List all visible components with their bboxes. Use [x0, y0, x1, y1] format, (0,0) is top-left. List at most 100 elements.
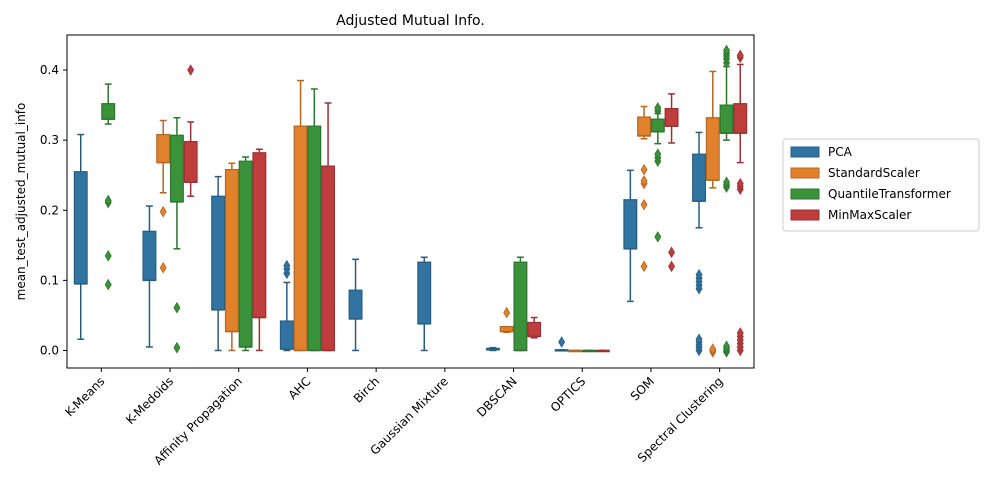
legend-swatch	[790, 188, 820, 200]
outlier-point	[283, 259, 291, 272]
outlier-point	[104, 194, 112, 207]
box-PCA-DBSCAN	[485, 346, 500, 352]
y-tick-label: 0.3	[40, 133, 59, 147]
box-PCA-Spectral Clustering	[692, 131, 707, 357]
x-tick-label: K-Means	[62, 374, 107, 419]
legend-entry-label: MinMaxScaler	[828, 208, 911, 222]
box-MinMaxScaler-Affinity Propagation	[252, 148, 267, 352]
x-tick-label: OPTICS	[548, 374, 589, 415]
legend-entry-label: StandardScaler	[828, 166, 920, 180]
box-body	[623, 199, 638, 250]
box-MinMaxScaler-AHC	[321, 102, 336, 352]
legend-swatch	[790, 146, 820, 158]
chart-title: Adjusted Mutual Info.	[336, 13, 485, 29]
box-MinMaxScaler-K-Medoids	[183, 64, 198, 197]
box-body	[321, 165, 336, 352]
box-QuantileTransformer-OPTICS	[582, 349, 597, 353]
outlier-point	[558, 336, 566, 348]
outlier-point	[654, 102, 662, 114]
box-PCA-OPTICS	[554, 336, 569, 352]
box-body	[73, 171, 88, 285]
box-StandardScaler-K-Medoids	[156, 119, 171, 274]
box-body	[664, 108, 679, 127]
box-body	[719, 104, 734, 134]
box-PCA-Affinity Propagation	[211, 175, 226, 352]
x-tick-label: DBSCAN	[474, 374, 520, 420]
outlier-point	[173, 341, 181, 354]
box-body	[238, 160, 253, 348]
outlier-point	[159, 205, 167, 218]
outlier-point	[709, 343, 717, 355]
box-QuantileTransformer-SOM	[650, 102, 665, 243]
box-MinMaxScaler-SOM	[664, 93, 679, 273]
box-body	[279, 320, 294, 350]
box-QuantileTransformer-DBSCAN	[513, 256, 528, 352]
box-PCA-K-Medoids	[142, 205, 157, 348]
y-tick-label: 0.1	[40, 273, 59, 287]
box-MinMaxScaler-DBSCAN	[527, 316, 542, 339]
outlier-point	[173, 301, 181, 314]
y-tick-label: 0.2	[40, 203, 59, 217]
box-body	[169, 134, 184, 203]
box-body	[183, 140, 198, 183]
legend-swatch	[790, 209, 820, 221]
box-body	[705, 117, 720, 181]
box-MinMaxScaler-Spectral Clustering	[733, 49, 748, 357]
box-PCA-Gaussian Mixture	[417, 256, 432, 352]
box-body	[513, 261, 528, 352]
outlier-point	[736, 177, 744, 190]
plot-area: 0.00.10.20.30.4K-Means K-MedoidsAffinity …	[40, 34, 755, 468]
box-StandardScaler-DBSCAN	[499, 306, 514, 333]
legend-box	[782, 138, 980, 232]
legend-entry-label: QuantileTransformer	[828, 187, 951, 201]
box-body	[307, 125, 322, 352]
outlier-point	[723, 176, 730, 188]
outlier-point	[736, 327, 744, 339]
outlier-point	[104, 278, 112, 291]
outlier-point	[736, 49, 744, 62]
box-body	[733, 103, 748, 134]
x-tick-label: Gaussian Mixture	[368, 374, 451, 457]
box-StandardScaler-OPTICS	[568, 349, 583, 353]
y-tick-label: 0.0	[40, 343, 59, 357]
outlier-point	[695, 333, 703, 346]
outlier-point	[723, 340, 730, 353]
legend-entry-label: PCA	[828, 145, 853, 159]
box-QuantileTransformer-K-Medoids	[169, 116, 184, 354]
x-tick-label: AHC	[286, 374, 314, 402]
box-QuantileTransformer-K-Means	[101, 83, 116, 291]
legend: PCA StandardScaler QuantileTransformer MinM…	[782, 138, 980, 232]
box-body	[637, 116, 652, 137]
outlier-point	[640, 260, 648, 273]
box-body	[348, 289, 363, 320]
box-StandardScaler-Spectral Clustering	[705, 70, 720, 358]
box-PCA-K-Means	[73, 133, 88, 341]
outlier-point	[640, 163, 648, 176]
outlier-point	[104, 250, 112, 262]
box-body	[156, 133, 171, 164]
box-body	[211, 195, 226, 311]
box-body	[527, 321, 542, 338]
box-QuantileTransformer-AHC	[307, 88, 322, 352]
y-axis-label: mean_test_adjusted_mutual_info	[14, 103, 28, 301]
box-body	[692, 153, 707, 202]
box-body	[224, 169, 239, 333]
outlier-point	[654, 148, 662, 160]
outlier-point	[503, 306, 511, 319]
x-tick-label: Birch	[351, 374, 382, 405]
outlier-point	[654, 231, 662, 243]
axes-frame	[66, 34, 755, 369]
box-body	[101, 103, 116, 120]
outlier-point	[187, 64, 195, 76]
outlier-point	[159, 261, 167, 274]
y-tick-label: 0.4	[40, 63, 59, 77]
outlier-point	[695, 268, 703, 281]
box-MinMaxScaler-OPTICS	[595, 349, 610, 353]
box-QuantileTransformer-Affinity Propagation	[238, 156, 253, 352]
box-body	[417, 261, 432, 325]
box-StandardScaler-Affinity Propagation	[224, 162, 239, 352]
box-PCA-Birch	[348, 258, 363, 352]
box-QuantileTransformer-Spectral Clustering	[719, 44, 734, 358]
outlier-point	[723, 44, 730, 57]
